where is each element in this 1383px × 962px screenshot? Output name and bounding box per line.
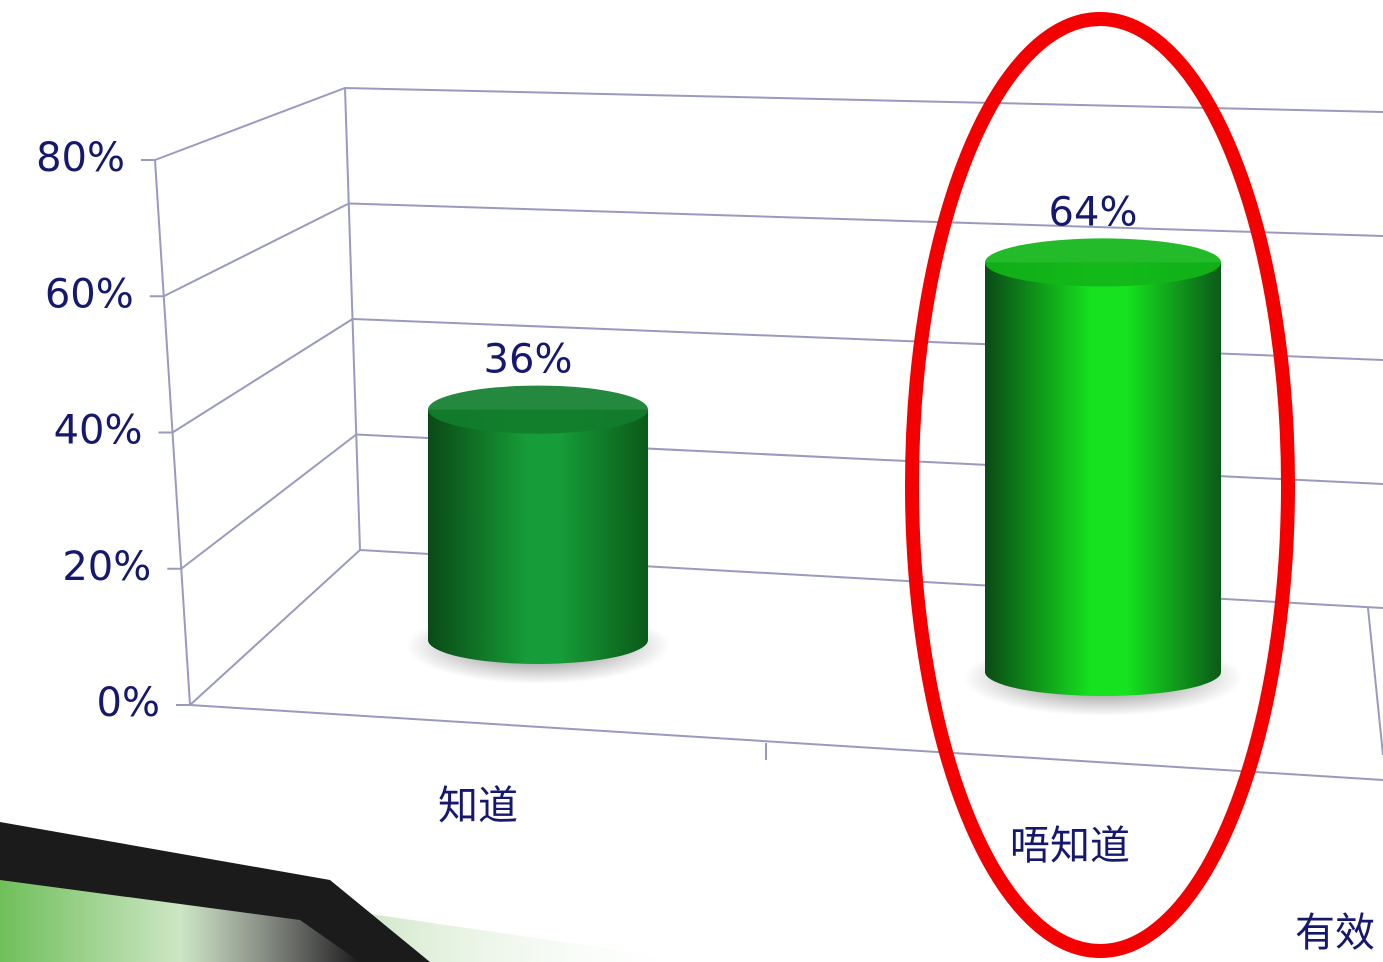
grid-line [163, 202, 1383, 298]
bar-top [985, 238, 1221, 287]
decoration [0, 822, 700, 962]
annotation: 有效 [1295, 910, 1375, 956]
y-tick-label: 60% [45, 271, 134, 317]
bar-top [428, 385, 648, 434]
decor-wedge-inner [0, 880, 360, 962]
highlight-ring [905, 12, 1295, 958]
data-label: 36% [484, 337, 573, 383]
floor-front [189, 704, 1383, 781]
y-tick-label: 80% [36, 135, 125, 181]
y-tick-label: 0% [97, 680, 160, 726]
bar [985, 262, 1221, 696]
x-tick-label: 知道 [438, 783, 518, 829]
bar-top-shade [428, 385, 648, 434]
bar [428, 409, 648, 664]
grid-line [154, 86, 1383, 161]
data-label: 64% [1049, 189, 1138, 235]
x-tick-label: 唔知道 [1010, 823, 1130, 869]
bar-top-shade [985, 238, 1221, 287]
y-tick-label: 20% [62, 544, 151, 590]
y-tick-label: 40% [54, 408, 143, 454]
floor-right [1367, 607, 1383, 756]
